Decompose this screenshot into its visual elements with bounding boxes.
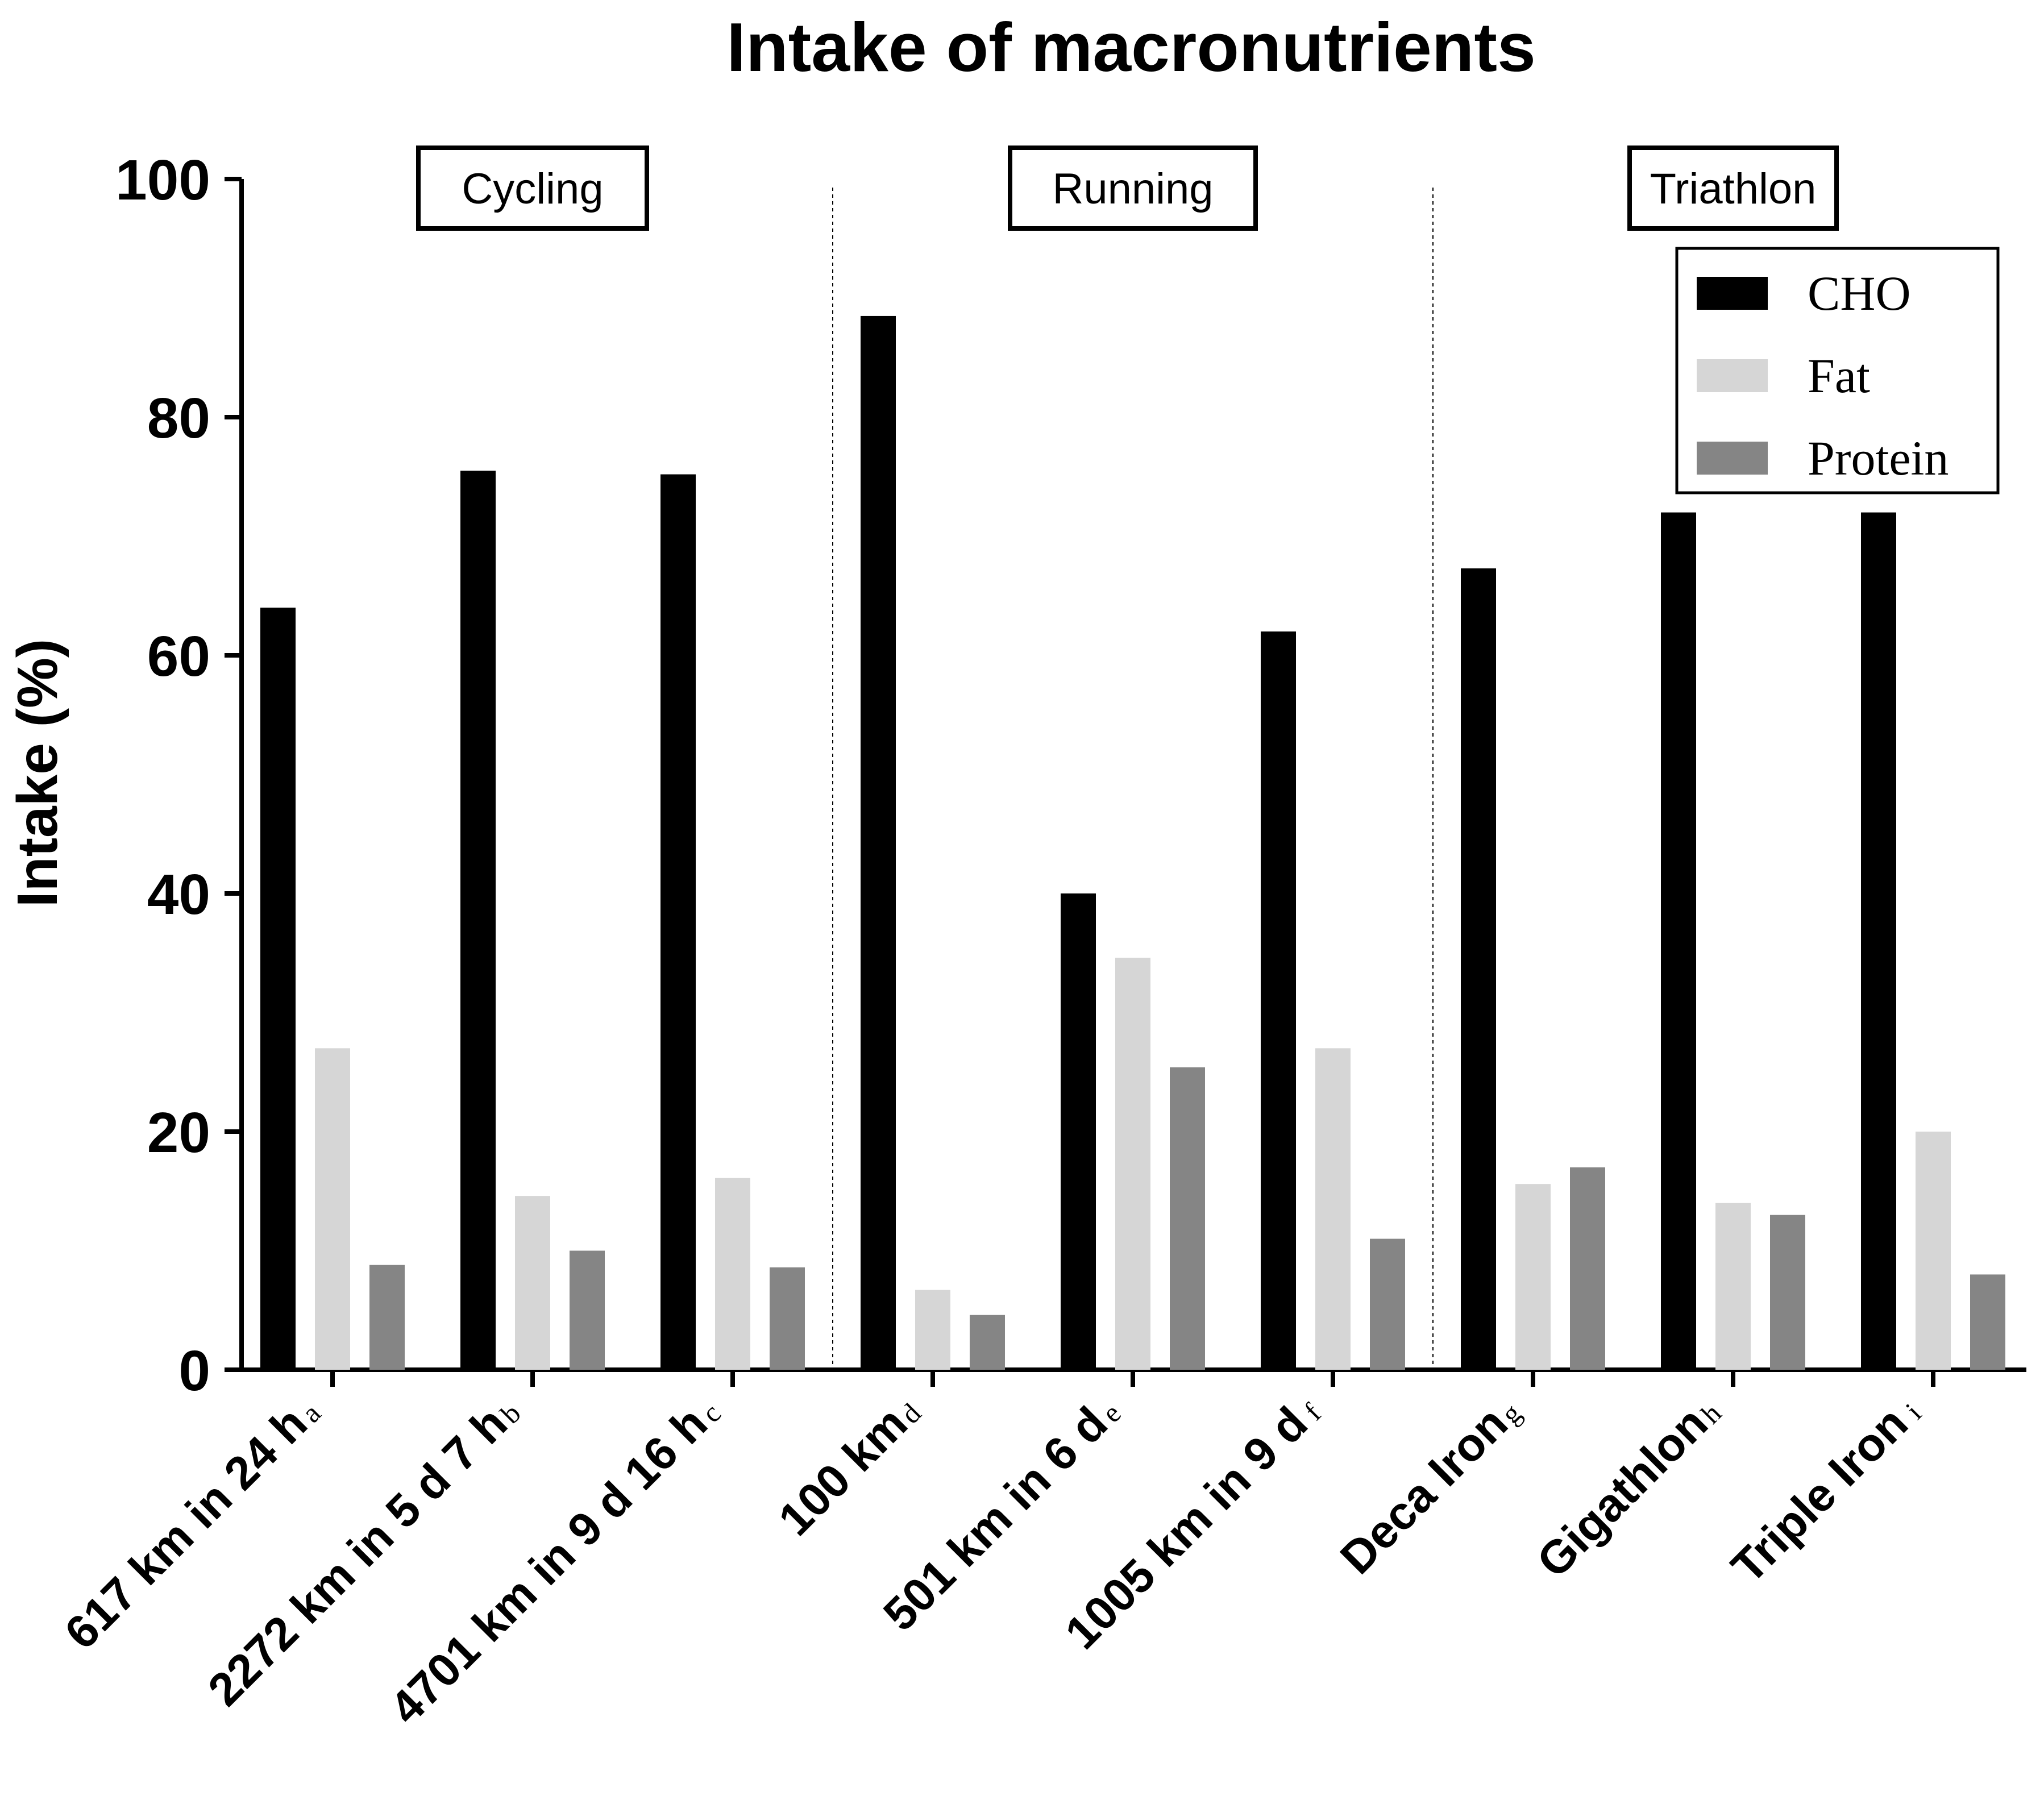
y-tick-label: 20 <box>147 1101 210 1165</box>
group-box-triathlon <box>1627 146 1839 231</box>
group-box-cycling <box>416 146 649 231</box>
bar-fat-5 <box>1115 958 1150 1370</box>
y-axis-label: Intake (%) <box>6 639 69 907</box>
bar-cho-7 <box>1461 568 1496 1370</box>
y-tick-label: 0 <box>178 1339 210 1403</box>
bar-cho-4 <box>861 315 896 1370</box>
bar-fat-8 <box>1715 1203 1751 1370</box>
bar-fat-6 <box>1315 1048 1351 1370</box>
bar-protein-2 <box>570 1250 605 1370</box>
group-label-cycling: Cycling <box>462 165 603 213</box>
chart-title: Intake of macronutrients <box>726 9 1536 86</box>
bar-fat-7 <box>1515 1184 1551 1370</box>
legend-swatch-cho <box>1697 277 1768 310</box>
y-tick-label: 100 <box>115 148 210 212</box>
legend-label-fat: Fat <box>1808 348 1870 403</box>
group-box-running <box>1008 146 1258 231</box>
bar-fat-1 <box>315 1048 350 1370</box>
legend-swatch-fat <box>1697 359 1768 392</box>
y-tick-label: 80 <box>147 386 210 450</box>
bar-protein-6 <box>1370 1238 1405 1370</box>
legend-swatch-protein <box>1697 442 1768 475</box>
bar-fat-4 <box>915 1290 950 1370</box>
bar-fat-9 <box>1916 1132 1951 1370</box>
bar-protein-1 <box>369 1265 405 1370</box>
x-tick-label: 100 km <box>769 1397 917 1545</box>
bar-cho-9 <box>1861 512 1896 1370</box>
bar-protein-5 <box>1170 1067 1205 1370</box>
bar-cho-8 <box>1661 512 1696 1370</box>
bar-protein-4 <box>970 1315 1005 1370</box>
bar-cho-6 <box>1261 631 1296 1370</box>
y-tick-label: 40 <box>147 863 210 926</box>
bar-protein-3 <box>770 1267 805 1370</box>
legend-label-protein: Protein <box>1808 431 1949 485</box>
x-tick-label: Triple Iron <box>1722 1397 1918 1593</box>
bar-fat-2 <box>515 1196 550 1370</box>
legend-label-cho: CHO <box>1808 266 1911 321</box>
group-label-triathlon: Triathlon <box>1650 165 1817 213</box>
bar-cho-2 <box>460 471 496 1370</box>
y-tick-label: 60 <box>147 625 210 688</box>
bar-protein-8 <box>1770 1215 1805 1370</box>
x-tick-label: Deca Iron <box>1331 1397 1518 1584</box>
bar-cho-3 <box>660 474 696 1370</box>
bar-cho-1 <box>260 608 296 1370</box>
group-label-running: Running <box>1052 165 1213 213</box>
x-tick-label: Gigathlon <box>1527 1397 1718 1587</box>
bar-fat-3 <box>715 1178 750 1370</box>
bar-cho-5 <box>1061 893 1096 1370</box>
bar-protein-7 <box>1570 1167 1605 1370</box>
bar-protein-9 <box>1970 1274 2005 1370</box>
